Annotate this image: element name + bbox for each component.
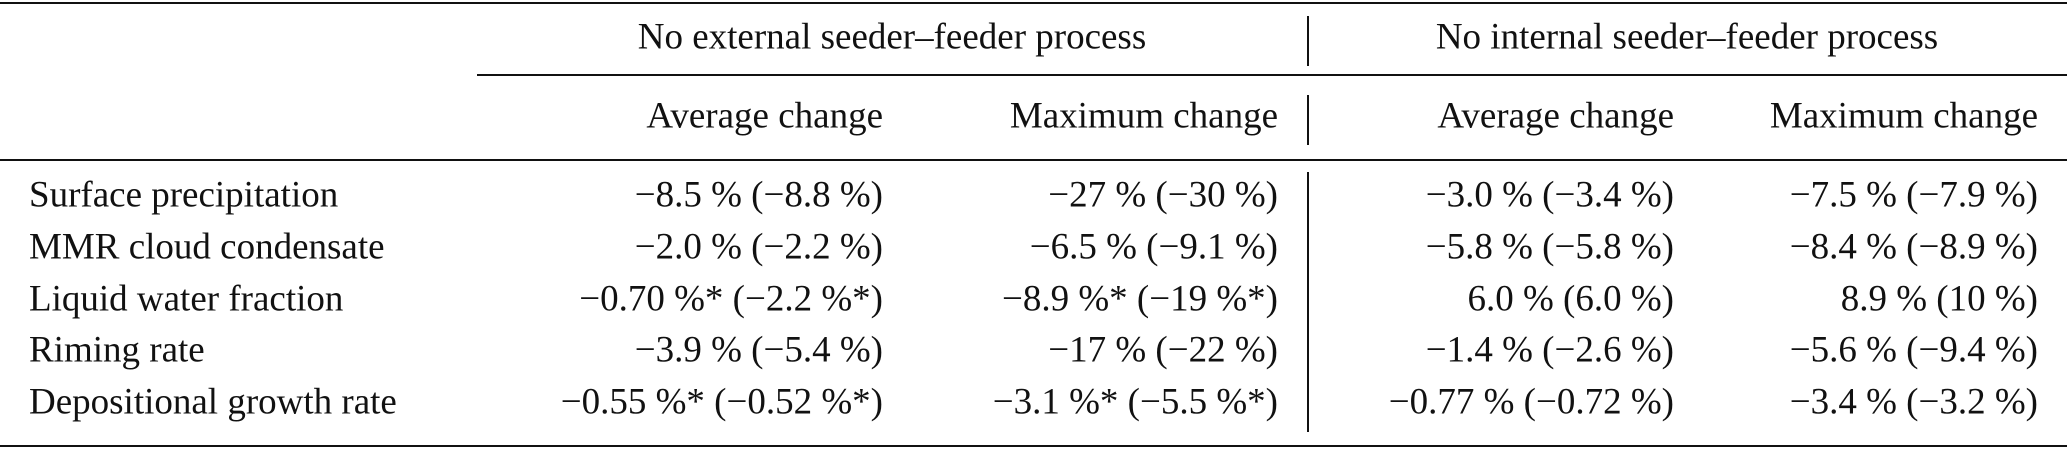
row-label: Surface precipitation bbox=[29, 174, 338, 215]
cell: −3.9 % (−5.4 %) bbox=[635, 329, 883, 370]
row-label: Liquid water fraction bbox=[29, 278, 343, 319]
cell: −0.55 %* (−0.52 %*) bbox=[561, 381, 883, 422]
cell: −5.8 % (−5.8 %) bbox=[1426, 226, 1674, 267]
group-header: No internal seeder–feeder process bbox=[1436, 16, 1938, 57]
cell: 6.0 % (6.0 %) bbox=[1467, 278, 1674, 319]
cell: −1.4 % (−2.6 %) bbox=[1426, 329, 1674, 370]
cell: −6.5 % (−9.1 %) bbox=[1030, 226, 1278, 267]
row-label: Riming rate bbox=[29, 329, 205, 370]
cell: −2.0 % (−2.2 %) bbox=[635, 226, 883, 267]
column-header: Average change bbox=[1437, 95, 1674, 136]
cell: −3.1 %* (−5.5 %*) bbox=[993, 381, 1278, 422]
row-label: Depositional growth rate bbox=[29, 381, 397, 422]
column-header: Maximum change bbox=[1770, 95, 2038, 136]
cell: −17 % (−22 %) bbox=[1048, 329, 1278, 370]
cell: −3.0 % (−3.4 %) bbox=[1426, 174, 1674, 215]
cell: −0.70 %* (−2.2 %*) bbox=[579, 278, 883, 319]
cell: −5.6 % (−9.4 %) bbox=[1790, 329, 2038, 370]
column-header: Average change bbox=[646, 95, 883, 136]
cell: 8.9 % (10 %) bbox=[1841, 278, 2038, 319]
row-label: MMR cloud condensate bbox=[29, 226, 385, 267]
group-header: No external seeder–feeder process bbox=[638, 16, 1146, 57]
cell: −0.77 % (−0.72 %) bbox=[1389, 381, 1674, 422]
cell: −3.4 % (−3.2 %) bbox=[1790, 381, 2038, 422]
cell: −8.4 % (−8.9 %) bbox=[1790, 226, 2038, 267]
cell: −8.9 %* (−19 %*) bbox=[1002, 278, 1278, 319]
cell: −27 % (−30 %) bbox=[1048, 174, 1278, 215]
column-header: Maximum change bbox=[1010, 95, 1278, 136]
cell: −8.5 % (−8.8 %) bbox=[635, 174, 883, 215]
cell: −7.5 % (−7.9 %) bbox=[1790, 174, 2038, 215]
